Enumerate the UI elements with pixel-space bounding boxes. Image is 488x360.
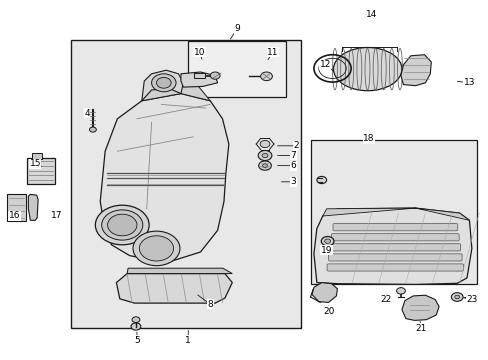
Circle shape <box>454 295 459 299</box>
Circle shape <box>262 153 267 158</box>
Text: 16: 16 <box>9 211 20 220</box>
Text: 20: 20 <box>322 307 334 316</box>
Text: 17: 17 <box>50 211 62 220</box>
Circle shape <box>258 161 271 170</box>
Ellipse shape <box>333 48 401 91</box>
Polygon shape <box>401 295 438 320</box>
Circle shape <box>324 239 330 243</box>
Circle shape <box>316 176 326 184</box>
Circle shape <box>260 72 272 81</box>
Circle shape <box>321 237 333 246</box>
Circle shape <box>133 231 180 266</box>
FancyBboxPatch shape <box>332 224 457 231</box>
Text: 12: 12 <box>319 60 330 69</box>
Circle shape <box>107 214 137 236</box>
Circle shape <box>89 127 96 132</box>
Polygon shape <box>28 194 38 220</box>
Circle shape <box>262 164 267 167</box>
Polygon shape <box>100 94 228 263</box>
Text: 13: 13 <box>463 78 474 87</box>
Text: 6: 6 <box>290 161 296 170</box>
Polygon shape <box>127 268 232 274</box>
Bar <box>310 140 476 284</box>
Text: 9: 9 <box>234 24 240 33</box>
Text: 22: 22 <box>380 295 391 304</box>
Text: 15: 15 <box>29 159 41 168</box>
Circle shape <box>95 205 149 245</box>
Polygon shape <box>181 72 217 87</box>
Circle shape <box>139 236 173 261</box>
Circle shape <box>260 140 269 148</box>
Circle shape <box>131 323 141 330</box>
FancyBboxPatch shape <box>326 264 463 271</box>
Text: 21: 21 <box>415 324 427 333</box>
Text: 11: 11 <box>266 48 278 57</box>
Polygon shape <box>400 55 430 86</box>
Text: 14: 14 <box>365 10 377 19</box>
Polygon shape <box>322 208 468 220</box>
Polygon shape <box>142 79 210 101</box>
Text: 19: 19 <box>320 246 332 255</box>
Text: 2: 2 <box>292 141 298 150</box>
Bar <box>27 158 55 184</box>
Text: 3: 3 <box>290 177 296 186</box>
FancyBboxPatch shape <box>331 234 458 241</box>
Circle shape <box>132 317 140 323</box>
Text: 23: 23 <box>465 295 477 304</box>
Bar <box>32 153 41 159</box>
Circle shape <box>102 210 142 240</box>
Bar <box>7 194 26 221</box>
Circle shape <box>450 293 462 301</box>
Bar <box>194 73 204 78</box>
Polygon shape <box>116 274 232 303</box>
Text: 1: 1 <box>185 336 191 345</box>
Text: 5: 5 <box>134 336 140 345</box>
Circle shape <box>210 72 220 79</box>
Text: 7: 7 <box>290 151 296 160</box>
Circle shape <box>258 150 271 161</box>
Circle shape <box>156 77 171 88</box>
Text: 8: 8 <box>207 300 213 309</box>
FancyBboxPatch shape <box>329 244 460 251</box>
Circle shape <box>151 74 176 92</box>
Bar <box>188 41 285 97</box>
Polygon shape <box>313 208 471 284</box>
Polygon shape <box>311 283 337 302</box>
Bar <box>71 40 300 328</box>
Text: 10: 10 <box>193 48 205 57</box>
Circle shape <box>396 288 405 294</box>
FancyBboxPatch shape <box>328 254 461 261</box>
Polygon shape <box>142 70 183 101</box>
Text: 4: 4 <box>84 109 90 118</box>
Text: 18: 18 <box>363 134 374 143</box>
